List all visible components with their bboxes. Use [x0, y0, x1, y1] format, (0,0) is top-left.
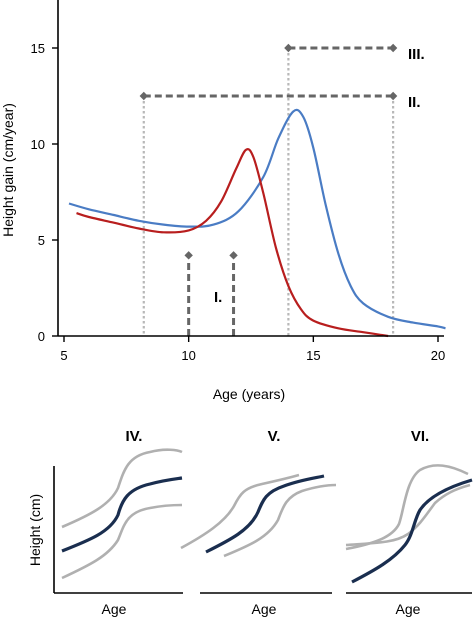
panel-vi-xlabel: Age — [396, 601, 421, 617]
panel-vi-title: VI. — [411, 428, 429, 445]
panel-v-curve-early — [180, 473, 300, 550]
x-tick-label: 5 — [60, 348, 67, 363]
y-tick-label: 15 — [31, 41, 45, 56]
panel-vi-curve-mean — [351, 478, 473, 584]
annotation-iii-marker-start — [284, 43, 293, 53]
velocity-curve-blue — [68, 108, 446, 330]
annotation-i-marker — [229, 251, 238, 260]
panel-iv: IV. Age — [53, 428, 183, 617]
panel-iv-xlabel: Age — [102, 601, 127, 617]
panel-iv-curve-upper — [61, 448, 183, 529]
annotation-iii-marker-end — [388, 43, 398, 53]
panel-vi-curve-late — [345, 483, 471, 547]
x-tick-label: 20 — [431, 348, 445, 363]
velocity-curves — [68, 108, 446, 338]
growth-panels: Height (cm) IV. Age V. Age VI. — [27, 428, 473, 617]
label-ii: II. — [408, 94, 421, 111]
panel-vi-curve-early — [345, 464, 469, 551]
x-tick-label: 10 — [181, 348, 195, 363]
y-tick-label: 5 — [38, 233, 45, 248]
label-i: I. — [214, 289, 222, 306]
y-tick-label: 10 — [31, 137, 45, 152]
annotation-arrows — [139, 43, 398, 336]
x-tick-label: 15 — [306, 348, 320, 363]
annotation-i-marker — [184, 251, 193, 260]
annotation-ii-marker-start — [139, 91, 148, 101]
panel-v-xlabel: Age — [252, 601, 277, 617]
label-iii: III. — [408, 46, 425, 63]
guide-lines — [142, 48, 395, 336]
panel-iv-curve-lower — [61, 503, 183, 580]
panel-iv-title: IV. — [126, 428, 143, 445]
velocity-curve-red — [76, 148, 389, 338]
x-axis-label: Age (years) — [213, 386, 285, 402]
panel-ylabel: Height (cm) — [27, 494, 43, 566]
panel-v-curve-late — [223, 483, 337, 558]
panel-v: V. Age — [180, 428, 337, 617]
panel-v-curve-mean — [205, 474, 325, 554]
panel-v-title: V. — [268, 428, 281, 445]
annotation-ii-marker-end — [388, 91, 398, 101]
y-tick-label: 0 — [38, 329, 45, 344]
panel-iv-curve-mean — [61, 476, 183, 553]
y-axis-label: Height gain (cm/year) — [0, 103, 16, 237]
panel-vi: VI. Age — [345, 428, 473, 617]
